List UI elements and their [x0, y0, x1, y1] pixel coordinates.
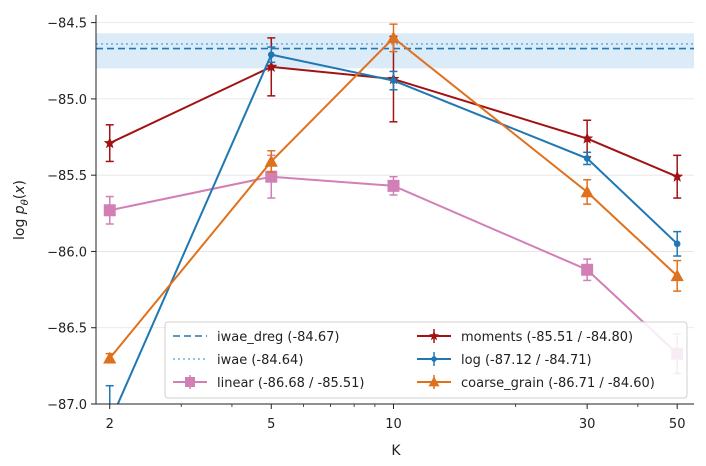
x-axis-label: K [391, 443, 401, 459]
coarse_grain-point [386, 31, 401, 44]
x-tick-label: 10 [385, 417, 402, 432]
legend-label: iwae_dreg (-84.67) [217, 330, 339, 345]
y-tick-label: −86.0 [47, 245, 87, 260]
moments-point [103, 136, 116, 149]
linear-point [387, 179, 400, 192]
legend-item: linear (-86.68 / -85.51) [173, 375, 365, 391]
coarse_grain-point [670, 269, 684, 282]
linear-point [103, 204, 116, 217]
legend-label: linear (-86.68 / -85.51) [217, 376, 365, 391]
legend-item: iwae_dreg (-84.67) [173, 330, 339, 345]
linear-point [581, 263, 594, 276]
legend-item: coarse_grain (-86.71 / -84.60) [417, 375, 655, 391]
series-log [105, 46, 682, 404]
legend-item: moments (-85.51 / -84.80) [417, 329, 633, 345]
y-tick-label: −87.0 [47, 398, 87, 413]
y-axis-label: log pθ(x) [12, 180, 31, 240]
linear-point [265, 170, 278, 183]
log-point [267, 51, 275, 58]
log-point [390, 77, 397, 84]
legend-label: moments (-85.51 / -84.80) [461, 330, 633, 345]
coarse_grain-point [580, 185, 594, 198]
coarse_grain-point [264, 154, 278, 167]
x-tick-label: 50 [669, 417, 686, 432]
moments-point [265, 60, 278, 72]
coarse_grain-point [103, 351, 117, 364]
legend-label: coarse_grain (-86.71 / -84.60) [461, 376, 655, 391]
x-tick-label: 5 [267, 417, 275, 432]
legend-label: iwae (-84.64) [217, 353, 303, 368]
series-coarse_grain [103, 23, 684, 364]
log-legend-marker [431, 356, 437, 362]
legend-item: iwae (-84.64) [173, 353, 303, 368]
log-point [583, 155, 591, 162]
x-tick-label: 2 [106, 417, 114, 432]
legend-label: log (-87.12 / -84.71) [461, 353, 592, 368]
x-tick-label: 30 [579, 417, 596, 432]
log-point [673, 240, 681, 248]
linear-legend-marker [185, 377, 195, 387]
moments-legend-marker [429, 330, 439, 341]
legend: iwae_dreg (-84.67) iwae (-84.64) linear (-… [164, 321, 688, 399]
y-tick-label: −85.5 [47, 169, 87, 184]
moments-point [671, 170, 684, 182]
y-tick-label: −84.5 [47, 17, 87, 32]
y-tick-label: −85.0 [47, 93, 87, 108]
y-tick-label: −86.5 [47, 322, 87, 337]
coarse_grain-legend-marker [428, 376, 440, 387]
legend-item: log (-87.12 / -84.71) [417, 352, 592, 368]
moments-point [581, 132, 594, 144]
